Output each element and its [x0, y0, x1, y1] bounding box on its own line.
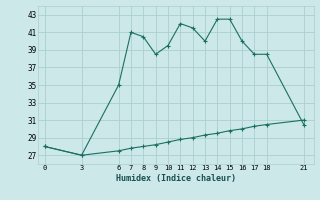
- X-axis label: Humidex (Indice chaleur): Humidex (Indice chaleur): [116, 174, 236, 183]
